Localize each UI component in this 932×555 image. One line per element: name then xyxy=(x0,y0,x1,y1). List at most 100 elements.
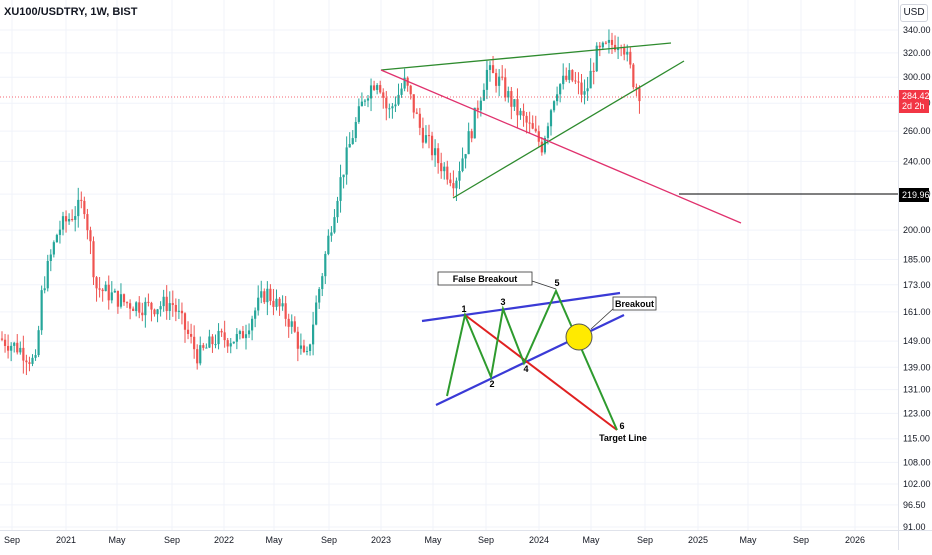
candle-body xyxy=(626,51,629,55)
current-price-value: 284.42 xyxy=(902,91,930,101)
wedge-diagram[interactable]: False Breakout Breakout 1 2 3 4 5 6 Targ… xyxy=(421,271,657,443)
price-tick-label: 108.00 xyxy=(903,457,931,467)
candle-body xyxy=(501,76,504,78)
candle-body xyxy=(467,131,470,155)
candle-body xyxy=(196,349,199,364)
time-tick-label: Sep xyxy=(637,535,653,545)
candle-body xyxy=(122,294,126,303)
candle-body xyxy=(446,166,449,180)
candle-body xyxy=(592,70,595,72)
candle-body xyxy=(312,324,315,345)
candle-body xyxy=(217,330,220,345)
candle-body xyxy=(299,345,302,349)
price-tick-label: 173.00 xyxy=(903,280,931,290)
time-tick-label: Sep xyxy=(793,535,809,545)
point-2-label: 2 xyxy=(489,379,494,389)
time-tick-label: Sep xyxy=(321,535,337,545)
candle-body xyxy=(613,44,617,51)
candle-body xyxy=(504,77,507,98)
candle-body xyxy=(22,347,25,361)
candle-body xyxy=(434,148,437,156)
candle-body xyxy=(324,253,327,277)
candle-body xyxy=(397,94,400,105)
candle-body xyxy=(147,301,150,303)
diagram-price-path xyxy=(446,288,618,431)
price-tick-label: 123.00 xyxy=(903,408,931,418)
false-breakout-box xyxy=(437,271,533,286)
candle-body xyxy=(443,166,446,172)
price-tick-label: 102.00 xyxy=(903,479,931,489)
false-breakout-leader xyxy=(531,280,557,290)
candle-body xyxy=(290,321,293,327)
wedge-lower-line[interactable] xyxy=(452,60,685,199)
price-tick-label: 149.00 xyxy=(903,336,931,346)
candle-body xyxy=(229,343,232,347)
candle-body xyxy=(604,42,607,44)
time-tick-label: 2023 xyxy=(371,535,391,545)
candle-body xyxy=(348,143,351,148)
point-6-label: 6 xyxy=(619,421,624,431)
candle-body xyxy=(318,289,321,303)
breakout-leader xyxy=(590,307,615,330)
candle-body xyxy=(89,230,92,242)
candle-body xyxy=(19,347,22,353)
candle-body xyxy=(104,284,107,292)
target-price-badge: 219.96 xyxy=(899,188,930,202)
candle-body xyxy=(116,290,119,307)
false-breakout-label: False Breakout xyxy=(453,274,518,284)
candle-body xyxy=(455,180,458,189)
candle-body xyxy=(638,88,641,102)
candle-body xyxy=(49,254,52,262)
candle-body xyxy=(302,345,306,352)
diagram-upper-channel xyxy=(421,291,621,323)
price-tick-label: 91.00 xyxy=(903,522,926,532)
candle-body xyxy=(150,302,153,310)
candle-body xyxy=(440,163,443,172)
candle-body xyxy=(244,334,248,339)
candle-body xyxy=(363,100,367,102)
candle-body xyxy=(580,82,583,95)
candle-body xyxy=(16,342,19,353)
time-tick-label: May xyxy=(108,535,126,545)
time-tick-label: May xyxy=(265,535,283,545)
candle-body xyxy=(424,135,428,143)
candle-body xyxy=(382,92,385,98)
candle-body xyxy=(165,296,168,311)
candle-body xyxy=(52,242,55,255)
candle-body xyxy=(315,302,318,325)
candle-body xyxy=(113,290,116,293)
price-tick-label: 96.50 xyxy=(903,500,926,510)
candle-body xyxy=(28,362,31,364)
candle-body xyxy=(339,177,342,201)
price-tick-label: 139.00 xyxy=(903,362,931,372)
drawings[interactable] xyxy=(0,42,899,224)
candle-body xyxy=(61,216,65,230)
candle-body xyxy=(129,303,132,309)
candle-body xyxy=(241,331,245,339)
price-axis[interactable]: 340.00320.00300.00280.00260.00240.00220.… xyxy=(898,0,931,550)
target-line[interactable] xyxy=(380,69,742,224)
candle-body xyxy=(568,70,571,80)
candle-body xyxy=(589,70,592,89)
candle-body xyxy=(482,89,485,101)
candles xyxy=(0,29,641,376)
candle-body xyxy=(211,336,214,345)
price-tick-label: 161.00 xyxy=(903,307,931,317)
candle-body xyxy=(607,39,611,43)
breakout-marker xyxy=(565,323,593,351)
candle-body xyxy=(421,127,424,143)
target-line-label: Target Line xyxy=(599,433,647,443)
candle-body xyxy=(565,75,568,80)
currency-button[interactable]: USD xyxy=(900,4,928,22)
time-axis[interactable]: Sep 2021 May Sep 2022 May Sep 2023 May Sep 2024 May… xyxy=(0,530,932,546)
candle-body xyxy=(476,107,479,111)
candle-body xyxy=(357,106,360,122)
candle-body xyxy=(534,128,537,132)
candle-body xyxy=(629,51,632,65)
candle-body xyxy=(549,110,553,127)
price-tick-label: 200.00 xyxy=(903,225,931,235)
wedge-upper-line[interactable] xyxy=(380,42,672,71)
candle-body xyxy=(156,309,159,315)
